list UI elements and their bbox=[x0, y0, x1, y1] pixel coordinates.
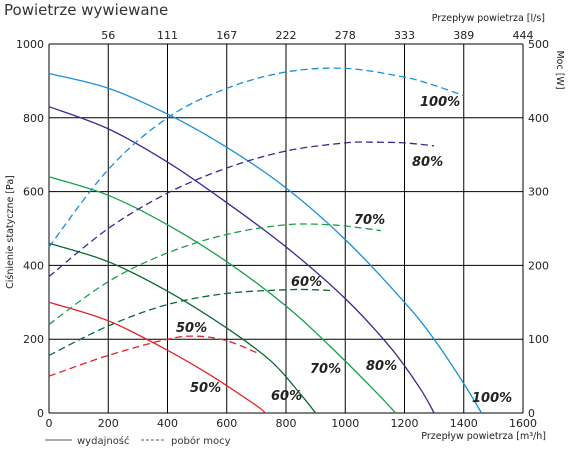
power-curve-50pct bbox=[48, 335, 257, 377]
y2-tick-label: 500 bbox=[528, 38, 549, 51]
legend-label-solid: wydajność bbox=[77, 435, 130, 447]
x2-tick-label: 222 bbox=[276, 29, 297, 42]
chart-title: Powietrze wywiewane bbox=[4, 1, 168, 19]
y2-axis-label: Moc [W] bbox=[554, 50, 565, 89]
power-label-80pct: 80% bbox=[412, 155, 443, 170]
pressure-curve-60pct bbox=[48, 242, 317, 414]
x2-tick-label: 56 bbox=[101, 29, 115, 42]
y2-tick-label: 100 bbox=[528, 333, 549, 346]
x2-tick-label: 444 bbox=[513, 29, 534, 42]
legend: wydajność pobór mocy bbox=[45, 435, 231, 447]
power-label-100pct: 100% bbox=[420, 95, 460, 110]
y2-tick-label: 200 bbox=[528, 259, 549, 272]
power-label-50pct: 50% bbox=[176, 321, 207, 336]
y-tick-label: 800 bbox=[23, 112, 44, 125]
y-axis-label: Ciśnienie statyczne [Pa] bbox=[5, 175, 16, 289]
pressure-curve-100pct bbox=[48, 72, 483, 414]
y2-tick-label: 0 bbox=[528, 407, 535, 420]
series-lines bbox=[48, 67, 483, 414]
grid bbox=[48, 43, 524, 414]
legend-label-dashed: pobór mocy bbox=[171, 435, 231, 447]
y-tick-label: 600 bbox=[23, 186, 44, 199]
x-tick-label: 600 bbox=[216, 417, 237, 430]
pressure-curve-50pct bbox=[48, 301, 266, 414]
tick-labels: 0 200 400 600 800 1000 1200 1400 160002004006008… bbox=[16, 29, 549, 430]
y-tick-label: 0 bbox=[37, 407, 44, 420]
x-tick-label: 1000 bbox=[331, 417, 359, 430]
power-curve-60pct bbox=[48, 288, 331, 356]
x-tick-label: 200 bbox=[98, 417, 119, 430]
x-tick-label: 1600 bbox=[509, 417, 537, 430]
y-tick-label: 200 bbox=[23, 333, 44, 346]
x2-tick-label: 111 bbox=[157, 29, 178, 42]
x-axis-label: Przepływ powietrza [m³/h] bbox=[421, 431, 546, 442]
y2-tick-label: 400 bbox=[528, 112, 549, 125]
power-curve-100pct bbox=[48, 67, 465, 248]
x2-axis-label: Przepływ powietrza [l/s] bbox=[432, 13, 545, 24]
x-tick-label: 1400 bbox=[450, 417, 478, 430]
x2-tick-label: 389 bbox=[453, 29, 474, 42]
power-curve-70pct bbox=[48, 223, 381, 325]
y-tick-label: 400 bbox=[23, 259, 44, 272]
pressure-curve-80pct bbox=[48, 106, 435, 414]
curve-labels: 100% 80% 70% 60% 50% 100% 80% 70% 60% 50% bbox=[176, 95, 512, 406]
x2-tick-label: 167 bbox=[216, 29, 237, 42]
y-tick-label: 1000 bbox=[16, 38, 44, 51]
x-tick-label: 400 bbox=[157, 417, 178, 430]
x2-tick-label: 333 bbox=[394, 29, 415, 42]
pressure-label-70pct: 70% bbox=[310, 362, 341, 377]
x-tick-label: 1200 bbox=[391, 417, 419, 430]
pressure-label-100pct: 100% bbox=[472, 391, 512, 406]
x-tick-label: 0 bbox=[46, 417, 53, 430]
pressure-label-80pct: 80% bbox=[366, 359, 397, 374]
power-label-60pct: 60% bbox=[291, 275, 322, 290]
power-label-70pct: 70% bbox=[354, 213, 385, 228]
x-tick-label: 800 bbox=[276, 417, 297, 430]
pressure-label-60pct: 60% bbox=[271, 389, 302, 404]
power-curve-80pct bbox=[48, 141, 435, 278]
y2-tick-label: 300 bbox=[528, 186, 549, 199]
pressure-curve-70pct bbox=[48, 176, 397, 414]
pressure-label-50pct: 50% bbox=[190, 381, 221, 396]
x2-tick-label: 278 bbox=[335, 29, 356, 42]
